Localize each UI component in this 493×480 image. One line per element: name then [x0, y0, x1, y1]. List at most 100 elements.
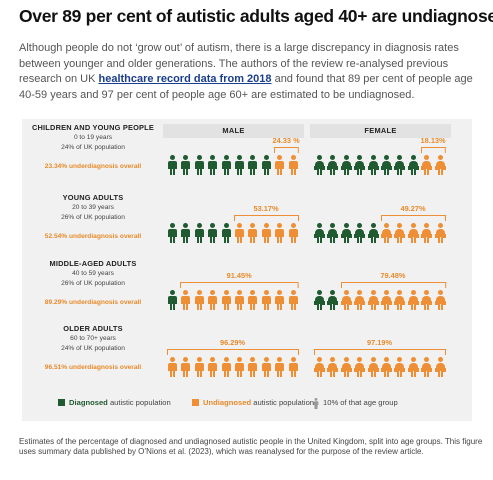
column-header-male: MALE [163, 124, 304, 138]
diagnosed-person-icon [208, 155, 218, 175]
infographic-panel: MALE FEMALE CHILDREN AND YOUNG PEOPLE 0 … [22, 119, 472, 421]
diagnosed-person-icon [168, 223, 177, 243]
healthcare-record-link[interactable]: healthcare record data from 2018 [98, 73, 272, 86]
undiagnosed-person-icon [434, 290, 446, 310]
undiagnosed-percent-label: 24.33 % [272, 136, 300, 145]
undiagnosed-person-icon [235, 357, 244, 377]
page-title: Over 89 per cent of autistic adults aged… [19, 6, 493, 26]
undiagnosed-person-icon [421, 155, 433, 175]
undiagnosed-person-icon [181, 290, 191, 310]
undiagnosed-person-icon [275, 290, 285, 310]
undiagnosed-person-icon [407, 290, 419, 310]
figure-caption: Estimates of the percentage of diagnosed… [19, 437, 483, 456]
group-label-young-adults: YOUNG ADULTS 20 to 39 years 26% of UK po… [27, 193, 159, 242]
undiagnosed-percent-label: 79.48% [380, 271, 406, 280]
undiagnosed-person-icon [194, 357, 204, 377]
group-ages: 0 to 19 years [73, 134, 113, 141]
intro-paragraph: Although people do not ‘grow out’ of aut… [19, 41, 481, 103]
group-overall: 89.29% underdiagnosis overall [44, 299, 142, 306]
undiagnosed-person-icon [181, 357, 191, 377]
group-population: 24% of UK population [61, 345, 125, 352]
diagnosed-person-icon [235, 155, 244, 175]
undiagnosed-person-icon [248, 290, 258, 310]
undiagnosed-person-icon [354, 290, 366, 310]
undiagnosed-bracket [381, 215, 446, 221]
undiagnosed-person-icon [314, 357, 325, 377]
group-name: CHILDREN AND YOUNG PEOPLE [31, 123, 155, 132]
group-name: MIDDLE-AGED ADULTS [49, 259, 137, 268]
group-label-middle-aged: MIDDLE-AGED ADULTS 40 to 59 years 26% of… [27, 259, 159, 308]
undiagnosed-percent-label: 97.19% [366, 338, 393, 347]
undiagnosed-person-icon [407, 223, 419, 243]
legend-undiagnosed: Undiagnosed autistic population [192, 398, 314, 407]
diagnosed-person-icon [314, 223, 325, 243]
diagnosed-person-icon [314, 155, 325, 175]
undiagnosed-person-icon [367, 357, 379, 377]
undiagnosed-person-icon [434, 223, 446, 243]
undiagnosed-person-icon [394, 357, 406, 377]
diagnosed-person-icon [181, 155, 191, 175]
intro-text-after: and found that 89 per cent of people age… [19, 73, 473, 101]
diagnosed-person-icon [367, 155, 379, 175]
undiagnosed-person-icon [221, 357, 231, 377]
undiagnosed-percent-label: 96.29% [219, 338, 246, 347]
group-name: OLDER ADULTS [63, 324, 123, 333]
undiagnosed-person-icon [275, 155, 285, 175]
undiagnosed-person-icon [275, 223, 285, 243]
diagnosed-person-icon [340, 223, 352, 243]
undiagnosed-person-icon [327, 357, 339, 377]
group-overall: 23.34% underdiagnosis overall [44, 163, 142, 170]
undiagnosed-percent-label: 49.27% [400, 204, 426, 213]
undiagnosed-bracket [421, 147, 446, 153]
intro-text-before: Although people do not ‘grow out’ of aut… [19, 42, 459, 86]
undiagnosed-person-icon [261, 357, 271, 377]
undiagnosed-person-icon [340, 357, 352, 377]
undiagnosed-person-icon [434, 155, 446, 175]
person-icon [313, 398, 319, 409]
undiagnosed-person-icon [288, 155, 298, 175]
diagnosed-person-icon [194, 155, 204, 175]
undiagnosed-person-icon [221, 290, 231, 310]
undiagnosed-person-icon [261, 223, 271, 243]
undiagnosed-person-icon [248, 223, 258, 243]
undiagnosed-person-icon [208, 357, 218, 377]
undiagnosed-percent-label: 91.45% [226, 271, 252, 280]
undiagnosed-bracket [314, 349, 446, 355]
undiagnosed-person-icon [248, 357, 258, 377]
group-ages: 60 to 70+ years [70, 335, 116, 342]
diagnosed-person-icon [261, 155, 271, 175]
undiagnosed-person-icon [235, 290, 244, 310]
group-overall: 96.51% underdiagnosis overall [44, 364, 142, 371]
undiagnosed-person-icon [421, 290, 433, 310]
group-label-older-adults: OLDER ADULTS 60 to 70+ years 24% of UK p… [27, 324, 159, 373]
diagnosed-person-icon [367, 223, 379, 243]
legend-undiagnosed-text: autistic population [251, 398, 315, 407]
group-population: 26% of UK population [61, 280, 125, 287]
undiagnosed-person-icon [381, 223, 392, 243]
undiagnosed-person-icon [381, 357, 392, 377]
diagnosed-person-icon [221, 223, 231, 243]
undiagnosed-person-icon [381, 290, 392, 310]
undiagnosed-percent-label: 18.13% [420, 136, 446, 145]
undiagnosed-bracket [180, 282, 299, 288]
undiagnosed-percent-label: 53.17% [253, 204, 279, 213]
diagnosed-person-icon [327, 290, 339, 310]
diagnosed-person-icon [168, 290, 177, 310]
undiagnosed-person-icon [208, 290, 218, 310]
group-ages: 40 to 59 years [72, 270, 114, 277]
legend-figure-note: 10% of that age group [323, 398, 398, 407]
legend-diagnosed: Diagnosed autistic population [58, 398, 171, 407]
diagnosed-person-icon [407, 155, 419, 175]
undiagnosed-bracket [274, 147, 299, 153]
undiagnosed-person-icon [394, 290, 406, 310]
undiagnosed-person-icon [340, 290, 352, 310]
undiagnosed-bracket [234, 215, 299, 221]
undiagnosed-person-icon [367, 290, 379, 310]
undiagnosed-person-icon [275, 357, 285, 377]
diagnosed-person-icon [327, 223, 339, 243]
diagnosed-person-icon [194, 223, 204, 243]
group-label-children: CHILDREN AND YOUNG PEOPLE 0 to 19 years … [27, 123, 159, 172]
diagnosed-person-icon [221, 155, 231, 175]
undiagnosed-person-icon [261, 290, 271, 310]
undiagnosed-person-icon [434, 357, 446, 377]
